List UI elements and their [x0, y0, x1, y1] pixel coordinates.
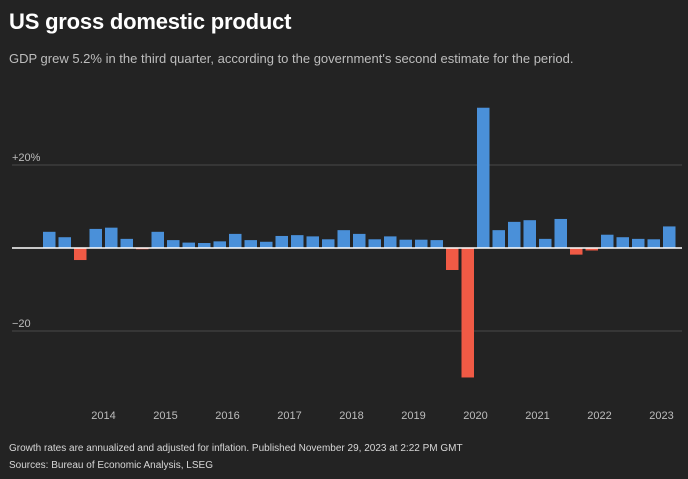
gdp-bar-chart: +20% −20 2014 2015 2016 2017 2018 2019 2020 2021…	[12, 107, 682, 422]
bar-2015-q3	[167, 240, 180, 248]
x-tick-label: 2015	[153, 410, 177, 422]
grid-layer: +20% −20	[12, 152, 682, 332]
bar-2016-q4	[244, 240, 257, 248]
bar-2016-q3	[229, 233, 242, 248]
chart-title: US gross domestic product	[9, 9, 292, 34]
bar-2016-q2	[213, 241, 226, 248]
chart-source: Sources: Bureau of Economic Analysis, LS…	[9, 460, 213, 471]
chart-footnote: Growth rates are annualized and adjusted…	[9, 443, 463, 454]
bar-2014-q3	[105, 227, 118, 248]
bar-2023-q3	[663, 226, 676, 248]
bar-2018-q4	[368, 239, 381, 248]
bar-2022-q2	[585, 248, 598, 251]
bar-2014-q1	[74, 248, 87, 261]
bar-2013-q4	[58, 237, 71, 248]
bar-2022-q3	[601, 234, 614, 248]
x-tick-label: 2018	[339, 410, 363, 422]
bar-2019-q4	[430, 240, 443, 248]
x-tick-label: 2022	[587, 410, 611, 422]
x-tick-label: 2020	[463, 410, 487, 422]
bar-2017-q1	[260, 241, 273, 248]
bar-2017-q4	[306, 236, 319, 248]
bar-2013-q3	[43, 231, 56, 248]
bar-2018-q2	[337, 230, 350, 248]
bar-2018-q1	[322, 239, 335, 248]
bar-2015-q4	[182, 242, 195, 248]
bar-2021-q2	[523, 220, 536, 248]
bar-2020-q4	[492, 230, 505, 248]
bar-2019-q1	[384, 236, 397, 248]
bar-2014-q2	[89, 228, 102, 248]
bar-2015-q2	[151, 231, 164, 248]
x-tick-label: 2023	[649, 410, 673, 422]
bar-2019-q3	[415, 239, 428, 248]
bar-2017-q3	[291, 235, 304, 248]
axis-layer: 2014 2015 2016 2017 2018 2019 2020 2021 2022 2023	[12, 247, 682, 422]
bar-2014-q4	[120, 238, 133, 248]
bar-2020-q3	[477, 107, 490, 248]
bar-2020-q2	[461, 248, 474, 378]
bar-2016-q1	[198, 243, 211, 248]
bar-2019-q2	[399, 239, 412, 248]
bar-2022-q1	[570, 248, 583, 255]
bar-2021-q1	[508, 221, 521, 248]
bar-2023-q2	[647, 239, 660, 248]
x-tick-label: 2014	[91, 410, 115, 422]
bar-2020-q1	[446, 248, 459, 270]
x-tick-label: 2021	[525, 410, 549, 422]
x-tick-label: 2017	[277, 410, 301, 422]
bar-2017-q2	[275, 235, 288, 248]
bar-2018-q3	[353, 233, 366, 248]
x-tick-label: 2019	[401, 410, 425, 422]
y-tick-label: +20%	[12, 152, 41, 164]
bar-2021-q3	[539, 238, 552, 248]
y-tick-label: −20	[12, 318, 31, 330]
chart-subtitle: GDP grew 5.2% in the third quarter, acco…	[9, 51, 574, 66]
bar-2023-q1	[632, 238, 645, 248]
x-tick-label: 2016	[215, 410, 239, 422]
bar-2022-q4	[616, 237, 629, 248]
bar-2021-q4	[554, 218, 567, 248]
bar-layer	[43, 107, 676, 378]
